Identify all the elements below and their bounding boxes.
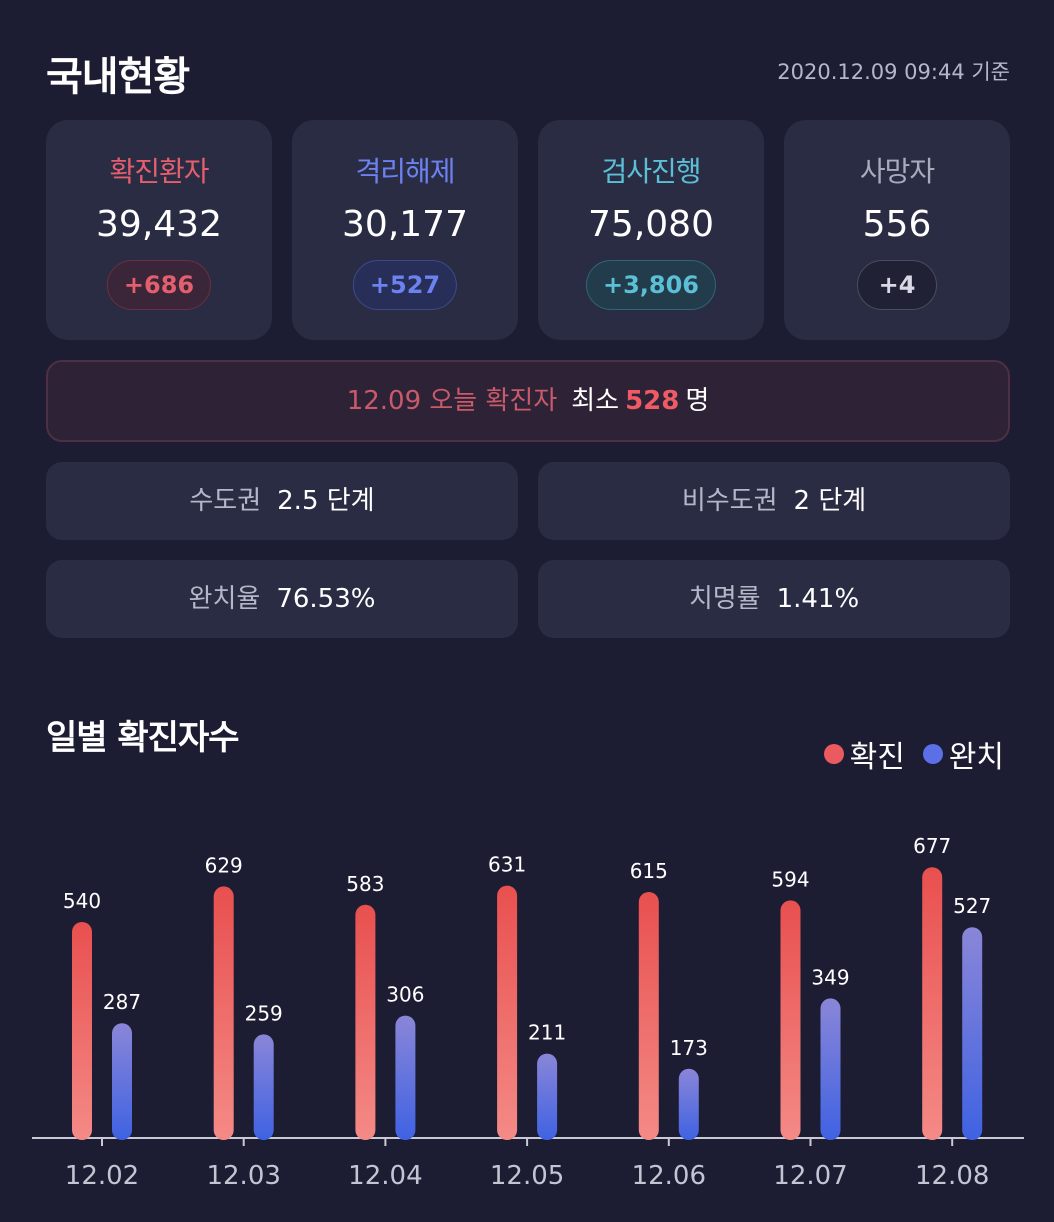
alert-prefix: 최소 bbox=[571, 386, 620, 416]
data-label: 583 bbox=[346, 872, 384, 896]
bar-confirmed[interactable] bbox=[213, 886, 234, 1140]
stat-value: 556 bbox=[862, 204, 932, 245]
fatality-rate[interactable]: 치명률 1.41% bbox=[538, 560, 1010, 638]
bar-confirmed[interactable] bbox=[922, 867, 943, 1140]
stat-value: 75,080 bbox=[588, 204, 714, 245]
bar-recovered[interactable] bbox=[962, 927, 983, 1140]
today-confirmed-banner[interactable]: 12.09 오늘 확진자 최소 528 명 bbox=[46, 360, 1010, 442]
stat-card-testing[interactable]: 검사진행 75,080 +3,806 bbox=[538, 120, 764, 340]
stat-card-released[interactable]: 격리해제 30,177 +527 bbox=[292, 120, 518, 340]
capital-distancing-level[interactable]: 수도권 2.5 단계 bbox=[46, 462, 518, 540]
x-tick-label: 12.03 bbox=[206, 1161, 280, 1191]
legend-label: 완치 bbox=[948, 740, 1004, 775]
recovery-rate[interactable]: 완치율 76.53% bbox=[46, 560, 518, 638]
page-title: 국내현황 bbox=[46, 54, 190, 100]
stat-delta-badge: +686 bbox=[106, 260, 212, 310]
data-label: 173 bbox=[670, 1036, 708, 1060]
data-label: 631 bbox=[488, 853, 526, 877]
x-tick-label: 12.05 bbox=[490, 1161, 564, 1191]
legend-label: 확진 bbox=[849, 740, 905, 775]
stat-delta-badge: +527 bbox=[352, 260, 458, 310]
info-value: 1.41% bbox=[776, 584, 860, 614]
daily-confirmed-chart: 12.02 540 287 12.03 629 259 12.04 583 306 12.05 63… bbox=[32, 834, 1024, 1191]
non-capital-distancing-level[interactable]: 비수도권 2 단계 bbox=[538, 462, 1010, 540]
legend-item-recovered: 완치 bbox=[922, 732, 1004, 776]
legend-dot-icon bbox=[823, 744, 844, 764]
bar-recovered[interactable] bbox=[820, 998, 841, 1140]
bar-confirmed[interactable] bbox=[780, 900, 801, 1140]
chart-legend: 확진 완치 bbox=[806, 732, 1004, 776]
stat-label: 검사진행 bbox=[601, 155, 701, 188]
data-label: 540 bbox=[63, 889, 101, 913]
bar-confirmed[interactable] bbox=[638, 892, 659, 1140]
info-value: 2.5 단계 bbox=[277, 486, 375, 516]
data-label: 629 bbox=[205, 853, 243, 877]
data-label: 259 bbox=[245, 1001, 283, 1025]
stat-delta-badge: +3,806 bbox=[585, 260, 717, 310]
data-label: 615 bbox=[630, 859, 668, 883]
stat-label: 격리해제 bbox=[355, 155, 455, 188]
chart-title: 일별 확진자수 bbox=[46, 718, 240, 758]
x-tick-label: 12.04 bbox=[348, 1161, 422, 1191]
stat-value: 30,177 bbox=[342, 204, 468, 245]
bar-recovered[interactable] bbox=[395, 1015, 416, 1140]
info-label: 비수도권 bbox=[681, 486, 778, 516]
info-label: 완치율 bbox=[188, 584, 261, 614]
data-label: 349 bbox=[811, 965, 849, 989]
stat-label: 사망자 bbox=[859, 155, 935, 188]
x-tick-label: 12.02 bbox=[65, 1161, 139, 1191]
stat-delta-badge: +4 bbox=[857, 260, 937, 310]
x-tick-label: 12.06 bbox=[632, 1161, 706, 1191]
header: 국내현황 2020.12.09 09:44 기준 bbox=[46, 44, 1010, 100]
legend-item-confirmed: 확진 bbox=[823, 732, 905, 776]
bar-confirmed[interactable] bbox=[355, 904, 376, 1140]
stat-card-confirmed[interactable]: 확진환자 39,432 +686 bbox=[46, 120, 272, 340]
x-tick-label: 12.08 bbox=[915, 1161, 989, 1191]
bar-recovered[interactable] bbox=[253, 1034, 274, 1140]
update-timestamp: 2020.12.09 09:44 기준 bbox=[777, 60, 1010, 84]
alert-count: 528 bbox=[625, 386, 680, 416]
data-label: 677 bbox=[913, 834, 951, 858]
info-label: 수도권 bbox=[189, 486, 262, 516]
data-label: 594 bbox=[771, 867, 809, 891]
info-value: 2 단계 bbox=[793, 486, 867, 516]
data-label: 527 bbox=[953, 894, 991, 918]
bar-recovered[interactable] bbox=[537, 1053, 558, 1140]
stat-value: 39,432 bbox=[96, 204, 222, 245]
info-label: 치명률 bbox=[688, 584, 761, 614]
stat-card-deaths[interactable]: 사망자 556 +4 bbox=[784, 120, 1010, 340]
info-value: 76.53% bbox=[276, 584, 376, 614]
data-label: 287 bbox=[103, 990, 141, 1014]
bar-recovered[interactable] bbox=[112, 1023, 132, 1140]
bar-confirmed[interactable] bbox=[72, 922, 92, 1140]
legend-dot-icon bbox=[922, 744, 943, 764]
data-label: 306 bbox=[386, 983, 424, 1007]
bar-recovered[interactable] bbox=[678, 1068, 699, 1140]
stat-label: 확진환자 bbox=[109, 155, 209, 188]
alert-date-text: 12.09 오늘 확진자 bbox=[346, 386, 558, 416]
bar-confirmed[interactable] bbox=[497, 885, 518, 1140]
x-tick-label: 12.07 bbox=[773, 1161, 847, 1191]
alert-unit: 명 bbox=[685, 386, 710, 416]
data-label: 211 bbox=[528, 1021, 566, 1045]
